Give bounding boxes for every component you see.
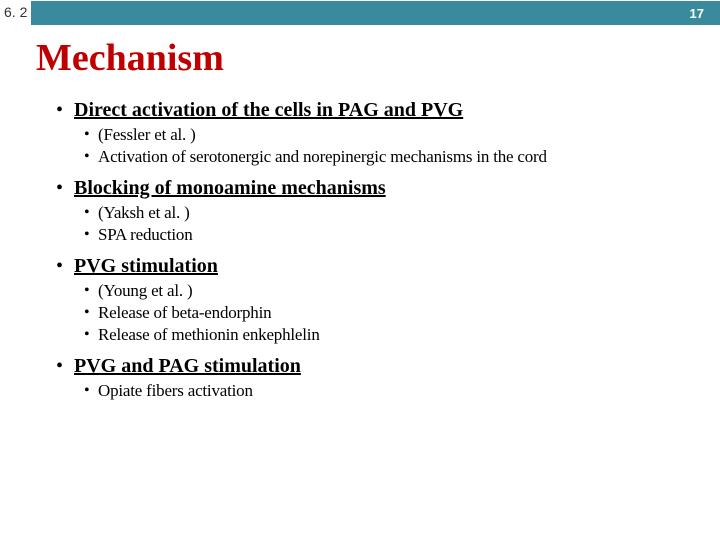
bullet-icon: • <box>84 380 98 402</box>
bullet-icon: • <box>84 324 98 346</box>
bullet-icon: • <box>84 124 98 146</box>
sub-item: •Release of beta-endorphin <box>84 302 692 324</box>
page-title: Mechanism <box>36 36 224 80</box>
top-item-label: PVG and PAG stimulation <box>74 354 301 378</box>
sub-item-label: (Fessler et al. ) <box>98 124 196 146</box>
sub-item: •Release of methionin enkephlelin <box>84 324 692 346</box>
top-item: •PVG and PAG stimulation <box>56 354 692 378</box>
sub-item-label: (Yaksh et al. ) <box>98 202 190 224</box>
bullet-icon: • <box>84 202 98 224</box>
header-bar: 6. 2 17 <box>0 0 720 26</box>
bullet-icon: • <box>84 280 98 302</box>
sub-item: •Activation of serotonergic and norepine… <box>84 146 692 168</box>
content-area: •Direct activation of the cells in PAG a… <box>56 90 692 402</box>
sub-item: •(Yaksh et al. ) <box>84 202 692 224</box>
sub-item-label: (Young et al. ) <box>98 280 192 302</box>
slide: 6. 2 17 Mechanism •Direct activation of … <box>0 0 720 540</box>
bullet-icon: • <box>84 224 98 246</box>
sub-item: •(Young et al. ) <box>84 280 692 302</box>
bullet-icon: • <box>56 354 74 378</box>
sub-item: •(Fessler et al. ) <box>84 124 692 146</box>
header-teal-bar: 17 <box>31 1 720 25</box>
bullet-icon: • <box>56 176 74 200</box>
sub-item-label: Opiate fibers activation <box>98 380 253 402</box>
sub-item: •SPA reduction <box>84 224 692 246</box>
sub-item: •Opiate fibers activation <box>84 380 692 402</box>
section-number: 6. 2 <box>0 0 31 26</box>
bullet-icon: • <box>56 98 74 122</box>
sub-item-label: Activation of serotonergic and norepiner… <box>98 146 547 168</box>
top-item-label: PVG stimulation <box>74 254 218 278</box>
page-number: 17 <box>690 6 704 21</box>
top-item: •PVG stimulation <box>56 254 692 278</box>
bullet-icon: • <box>56 254 74 278</box>
sub-item-label: SPA reduction <box>98 224 193 246</box>
top-item-label: Blocking of monoamine mechanisms <box>74 176 386 200</box>
top-item-label: Direct activation of the cells in PAG an… <box>74 98 463 122</box>
bullet-icon: • <box>84 146 98 168</box>
top-item: •Direct activation of the cells in PAG a… <box>56 98 692 122</box>
bullet-icon: • <box>84 302 98 324</box>
sub-item-label: Release of beta-endorphin <box>98 302 271 324</box>
top-item: •Blocking of monoamine mechanisms <box>56 176 692 200</box>
sub-item-label: Release of methionin enkephlelin <box>98 324 320 346</box>
